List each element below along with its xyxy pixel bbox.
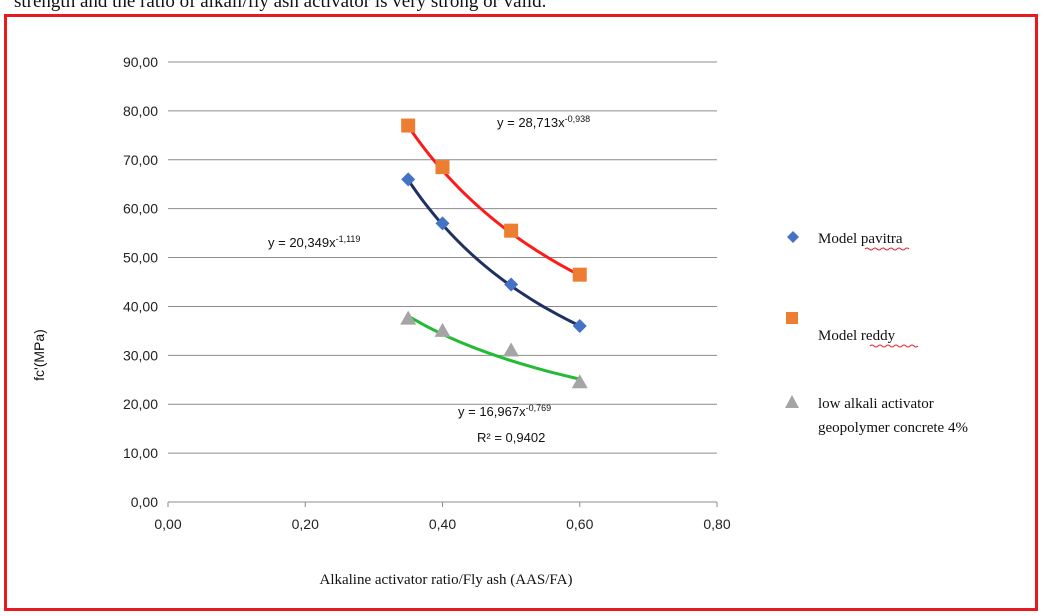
- spellcheck-underline-reddy: [869, 344, 919, 348]
- y-tick-label: 40,00: [123, 298, 158, 314]
- legend-item-pavitra: Model pavitra: [787, 231, 910, 251]
- point-reddy: [435, 160, 450, 175]
- legend-marker-low-alkali: [785, 395, 799, 408]
- legend-label-low-alkali-line1: low alkali activator: [818, 396, 934, 412]
- equation-pavitra: y = 20,349x-1,119: [268, 234, 360, 250]
- point-low-alkali: [571, 374, 588, 389]
- trendline-pavitra: [406, 178, 582, 328]
- gridlines: [168, 61, 717, 454]
- point-pavitra: [504, 277, 519, 292]
- y-tick-label: 60,00: [123, 201, 158, 217]
- legend-item-low-alkali: low alkali activator geopolymer concrete…: [785, 395, 968, 436]
- x-tick-label: 0,60: [566, 516, 593, 532]
- x-axis-title: Alkaline activator ratio/Fly ash (AAS/FA…: [319, 572, 572, 588]
- tick-labels: 0,00 10,00 20,00 30,00 40,00 50,00 60,00 70,00 8…: [123, 54, 731, 532]
- caption-fragment: strength and the ratio of alkali/fly ash…: [14, 0, 547, 12]
- equation-low-alkali: y = 16,967x-0,769: [458, 403, 551, 419]
- point-pavitra: [572, 319, 587, 333]
- y-tick-label: 50,00: [123, 250, 158, 266]
- point-reddy: [572, 267, 587, 282]
- y-axis-title: fc'(MPa): [31, 329, 47, 381]
- legend-label-low-alkali-line2: geopolymer concrete 4%: [818, 420, 968, 436]
- y-tick-label: 70,00: [123, 152, 158, 168]
- y-tick-label: 80,00: [123, 103, 158, 119]
- figure-frame: [4, 14, 1038, 611]
- point-low-alkali: [503, 342, 520, 357]
- legend: Model pavitra Model reddy low alkali act…: [785, 231, 968, 436]
- data-markers: [400, 118, 588, 389]
- x-tick-label: 0,00: [154, 516, 181, 532]
- trendline-low-alkali: [406, 314, 582, 381]
- legend-marker-pavitra: [787, 231, 799, 243]
- legend-label-reddy: Model reddy: [818, 328, 896, 344]
- y-tick-label: 0,00: [131, 494, 158, 510]
- point-reddy: [504, 223, 519, 238]
- legend-item-reddy: Model reddy: [786, 312, 919, 348]
- trendline-reddy: [406, 124, 582, 277]
- point-reddy: [401, 118, 416, 133]
- point-pavitra: [401, 172, 416, 187]
- axes: [167, 501, 718, 507]
- y-tick-label: 20,00: [123, 396, 158, 412]
- legend-label-pavitra: Model pavitra: [818, 231, 903, 247]
- y-tick-label: 10,00: [123, 445, 158, 461]
- x-tick-label: 0,20: [292, 516, 319, 532]
- x-tick-label: 0,40: [429, 516, 456, 532]
- r-squared-low-alkali: R² = 0,9402: [477, 430, 545, 445]
- x-tick-label: 0,80: [703, 516, 730, 532]
- point-low-alkali: [434, 322, 451, 337]
- y-tick-label: 30,00: [123, 347, 158, 363]
- spellcheck-underline-pavitra: [864, 247, 910, 251]
- equation-reddy: y = 28,713x-0,938: [497, 114, 590, 130]
- y-tick-label: 90,00: [123, 54, 158, 70]
- point-pavitra: [435, 216, 450, 231]
- point-low-alkali: [400, 310, 417, 325]
- legend-marker-reddy: [786, 312, 798, 324]
- trendlines: [406, 124, 582, 381]
